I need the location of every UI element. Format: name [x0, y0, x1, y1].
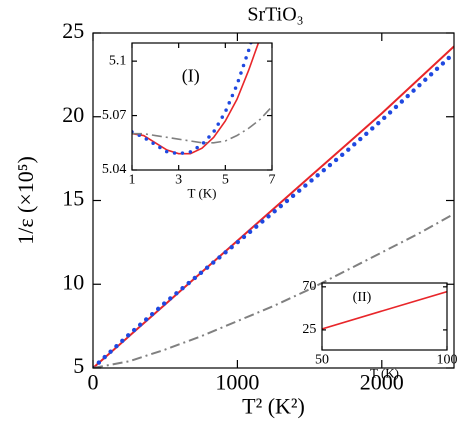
x-tick-label: 7 — [269, 173, 276, 188]
y-tick-label: 25 — [302, 322, 316, 337]
x-tick-label: 0 — [88, 370, 99, 395]
series-line — [132, 105, 272, 144]
inset-label: (II) — [353, 290, 372, 305]
y-tick-label: 5 — [73, 353, 84, 378]
inset-background — [322, 283, 447, 350]
plot-frame — [321, 282, 448, 351]
y-tick-label: 10 — [62, 269, 84, 294]
x-tick-label: 3 — [175, 173, 182, 188]
x-tick-label: 100 — [437, 353, 458, 368]
plot-frame — [131, 42, 273, 171]
x-tick-label: 1000 — [215, 370, 259, 395]
y-tick-label: 5.1 — [109, 53, 127, 68]
y-tick-label: 5.07 — [102, 108, 127, 123]
series-line — [93, 213, 454, 368]
chart-title: SrTiO₃ — [247, 4, 303, 26]
x-tick-label: 2000 — [360, 370, 404, 395]
series-line — [322, 290, 447, 330]
x-axis-label: T (K) — [370, 365, 399, 380]
x-axis-label: T (K) — [187, 185, 216, 200]
series-line — [93, 50, 454, 368]
y-tick-label: 20 — [62, 102, 84, 127]
y-axis-label: 1/ε (×10⁵) — [13, 156, 38, 245]
series-line — [132, 43, 260, 155]
y-tick-label: 25 — [62, 18, 84, 43]
y-tick-label: 70 — [302, 279, 316, 294]
x-tick-label: 1 — [129, 173, 136, 188]
series-line — [132, 43, 253, 156]
y-tick-label: 15 — [62, 186, 84, 211]
y-tick-label: 5.04 — [102, 162, 127, 177]
x-axis-label: T² (K²) — [242, 394, 305, 419]
x-tick-label: 50 — [315, 353, 329, 368]
inset-label: (I) — [182, 65, 200, 86]
x-tick-label: 5 — [222, 173, 229, 188]
